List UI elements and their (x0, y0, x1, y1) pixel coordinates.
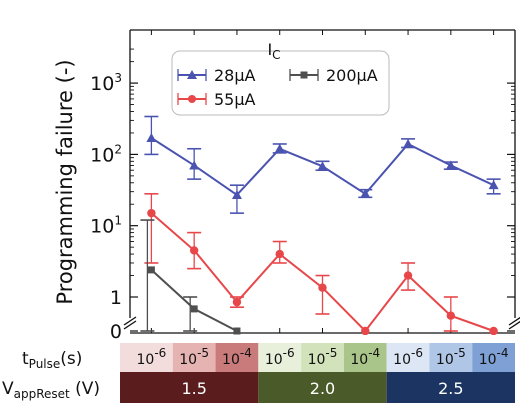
data-point (189, 160, 200, 170)
legend-marker (188, 95, 196, 103)
v-reset-cell (386, 372, 515, 403)
t-pulse-cell (301, 343, 344, 372)
data-point (488, 180, 499, 190)
data-point (360, 188, 371, 198)
t-pulse-label: 10-5 (308, 346, 338, 368)
series-28µA (144, 115, 501, 214)
series-55µA (144, 193, 498, 335)
data-point (231, 189, 242, 199)
series-line (150, 269, 238, 332)
v-reset-label: 2.0 (310, 379, 335, 398)
t-pulse-cell (258, 343, 302, 372)
legend-label: 55µA (214, 90, 256, 109)
axis-break-right-1 (508, 316, 520, 326)
y-axis-ticks: 0 1 101 102 103 (90, 48, 515, 343)
data-point (146, 132, 157, 142)
t-pulse-label: 10-6 (393, 346, 423, 368)
legend-label: 200µA (326, 66, 378, 85)
legend-marker (187, 70, 197, 79)
t-pulse-cell (429, 343, 473, 372)
axis-break-right-2 (508, 320, 520, 330)
data-point (147, 208, 156, 218)
data-point (403, 138, 414, 148)
data-point (446, 311, 456, 320)
y-tick-label: 102 (90, 142, 122, 166)
axis-break-left-1 (123, 316, 137, 326)
data-point (318, 283, 327, 292)
v-reset-cell (258, 372, 387, 403)
v-reset-label: 2.5 (438, 379, 463, 398)
data-point (275, 249, 284, 259)
t-pulse-label: 10-4 (350, 346, 380, 368)
v-reset-row-label: VappReset (V) (2, 379, 100, 401)
data-point (361, 326, 370, 335)
data-point (232, 297, 242, 307)
t-pulse-label: 10-4 (222, 346, 252, 368)
data-point (189, 246, 199, 255)
y-tick-label: 101 (90, 214, 122, 238)
data-point (445, 160, 456, 170)
y-tick-label: 0 (110, 321, 122, 343)
plot-axes (123, 29, 520, 334)
legend-item: 28µA (177, 66, 256, 85)
t-pulse-cell (215, 343, 259, 372)
y-tick-label: 103 (90, 71, 122, 95)
v-reset-label: 1.5 (181, 379, 206, 398)
legend: IC 28µA 55µA 200µA (171, 40, 390, 116)
series-layer (140, 115, 501, 335)
t-pulse-cell (172, 343, 216, 372)
data-point (317, 161, 328, 171)
data-point (403, 271, 413, 280)
series-200µA (140, 219, 241, 335)
t-pulse-label: 10-6 (265, 346, 295, 368)
t-pulse-cell (472, 343, 515, 372)
t-pulse-label: 10-6 (136, 346, 166, 368)
legend-marker (300, 71, 308, 79)
t-pulse-cell (120, 343, 173, 372)
legend-item: 55µA (177, 90, 256, 109)
data-point (274, 143, 285, 153)
axis-break-left-2 (123, 320, 137, 330)
t-pulse-label: 10-4 (479, 346, 509, 368)
data-point (489, 326, 498, 335)
t-pulse-label: 10-5 (436, 346, 466, 368)
data-point (233, 327, 241, 335)
legend-item: 200µA (289, 66, 378, 85)
legend-title: IC (267, 40, 280, 62)
legend-label: 28µA (214, 66, 256, 85)
legend-box (171, 50, 390, 116)
t-pulse-row-label: tPulse(s) (22, 349, 82, 371)
data-point (147, 266, 155, 274)
v-reset-cell (120, 372, 259, 403)
t-pulse-cell (386, 343, 430, 372)
data-point (190, 305, 198, 313)
t-pulse-label: 10-5 (179, 346, 209, 368)
t-pulse-cell (343, 343, 387, 372)
parameter-table: 10-6 10-5 10-4 10-6 10-5 10-4 10-6 10-5 10-4 1.5 2… (2, 343, 515, 403)
y-axis-label: Programming failure (-) (53, 59, 77, 304)
y-tick-label: 1 (110, 287, 122, 309)
